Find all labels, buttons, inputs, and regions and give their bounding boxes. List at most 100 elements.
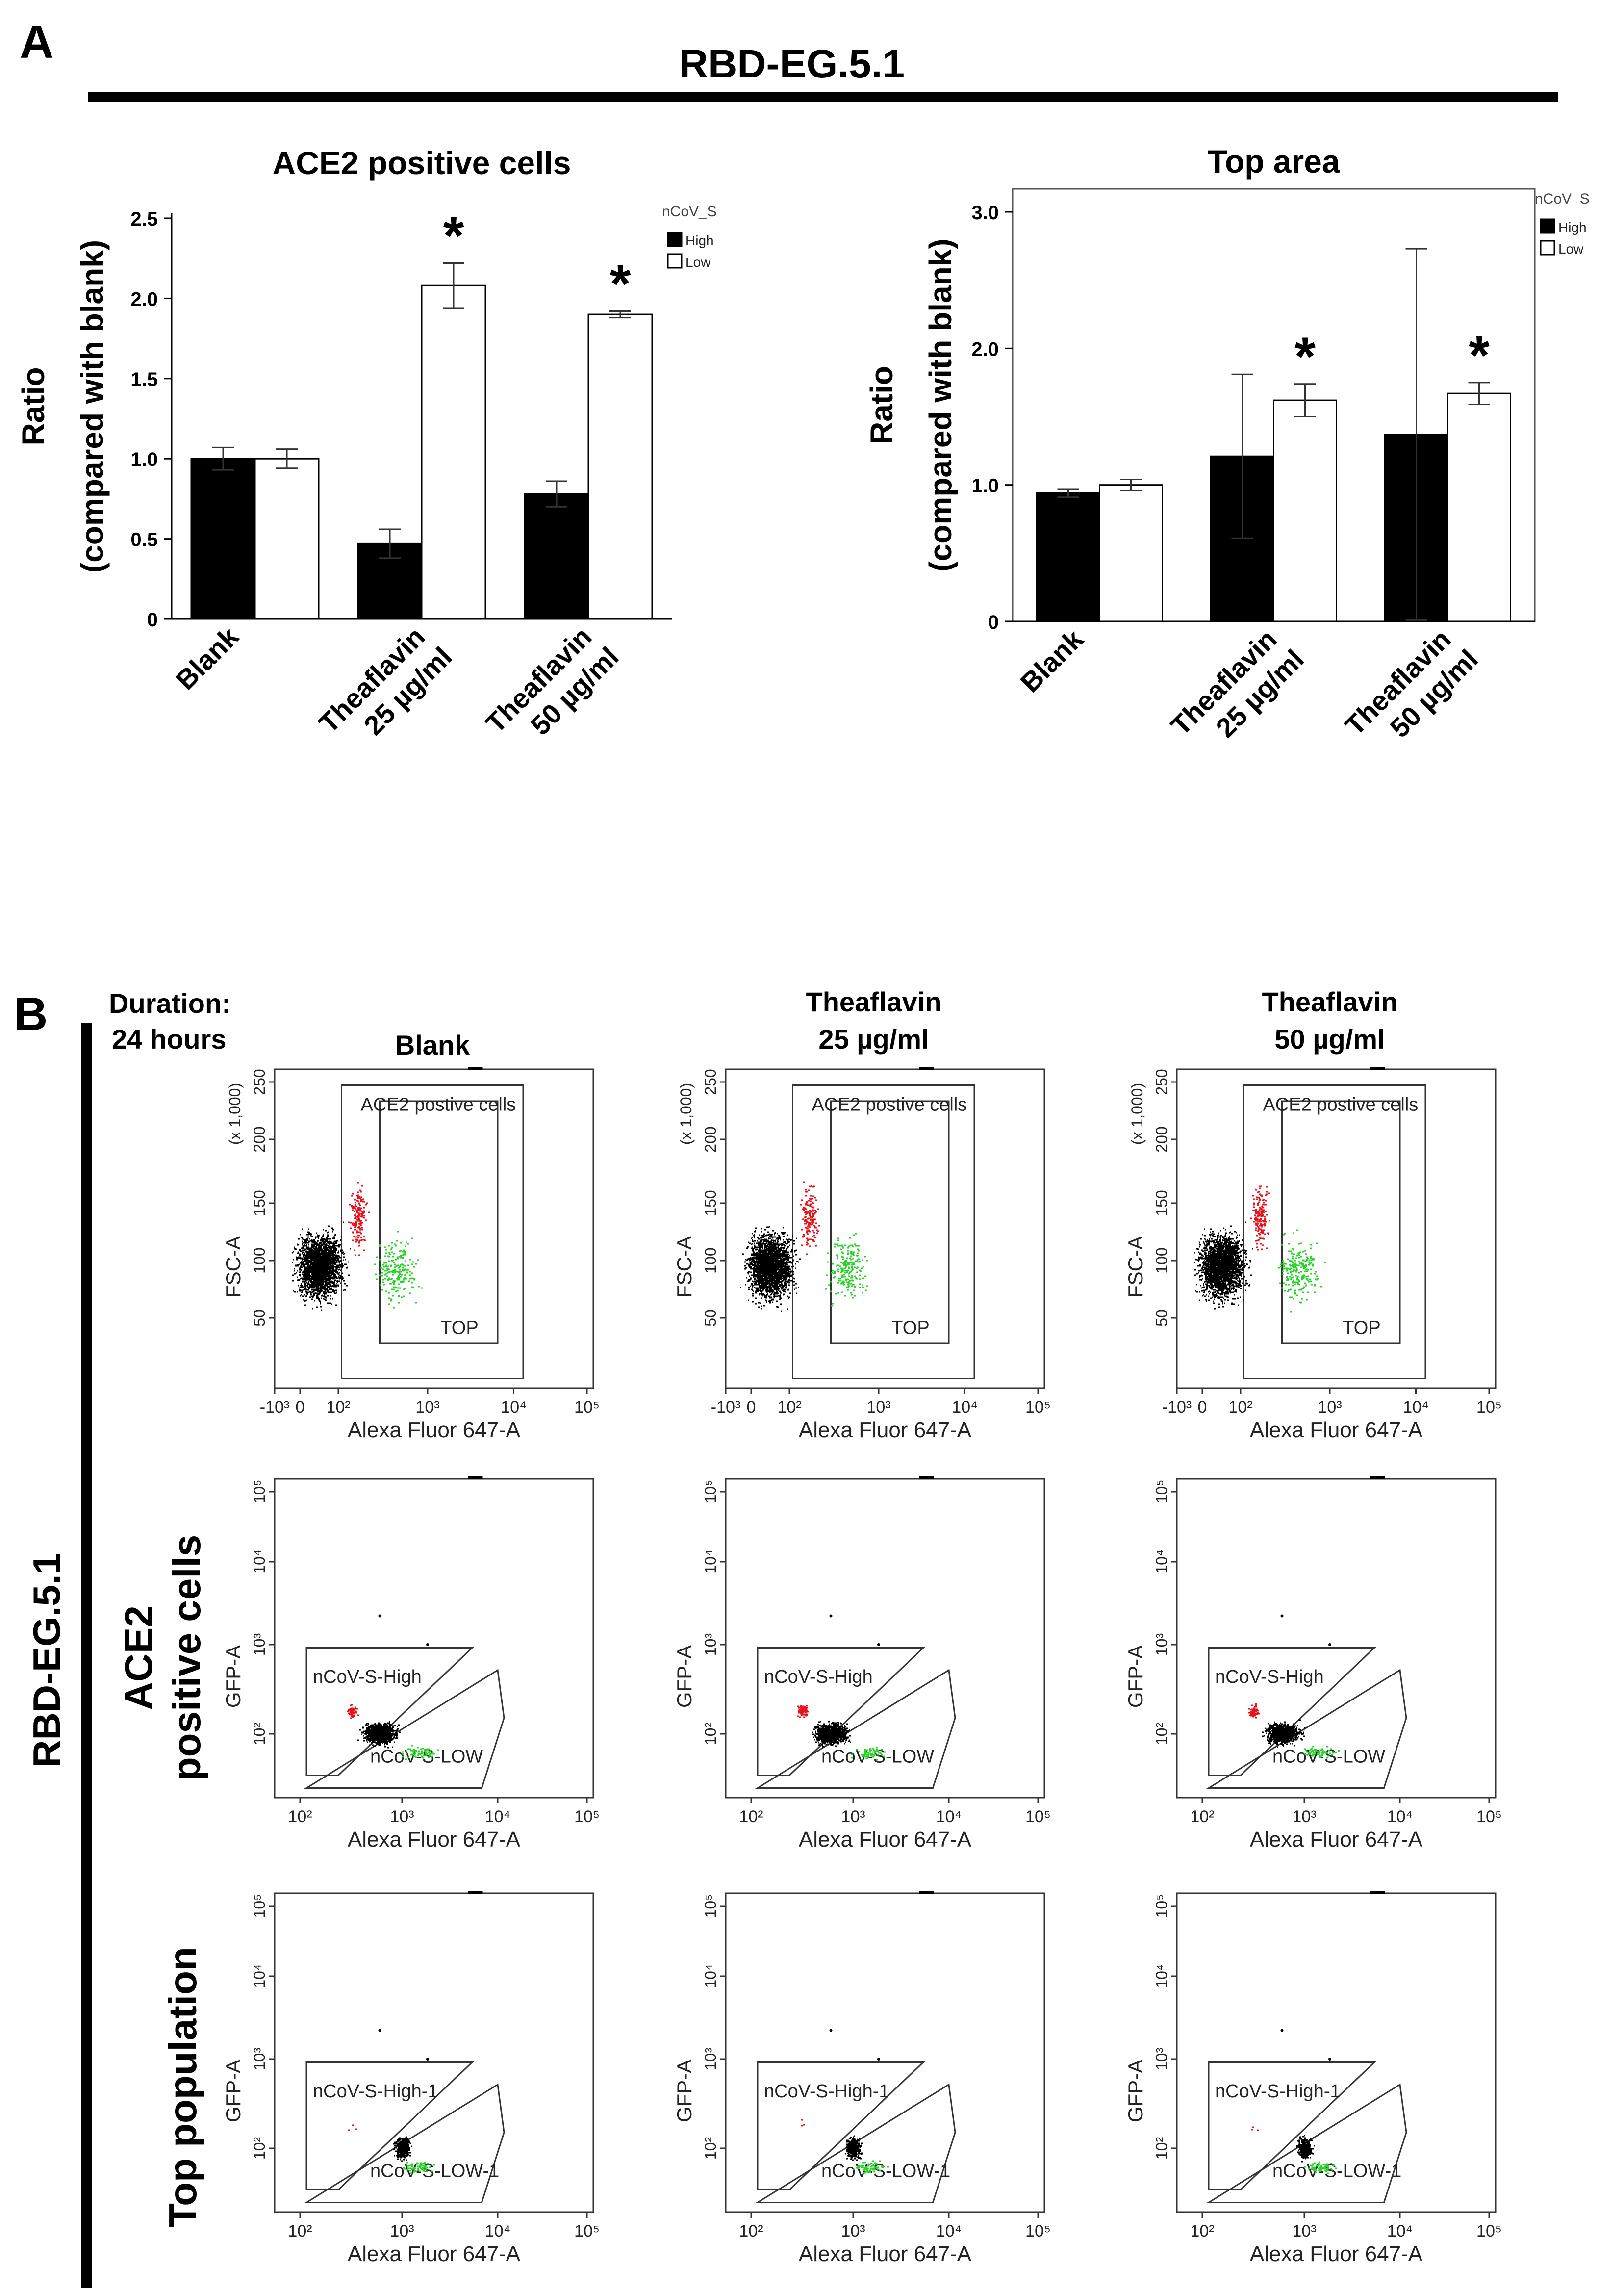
x-tick-label: Blank xyxy=(1015,623,1090,698)
x-tick-label: 10² xyxy=(1228,1398,1252,1417)
gate-low xyxy=(304,1669,505,1789)
y-tick-label: 10³ xyxy=(251,2048,268,2071)
duration-label: Duration: xyxy=(109,988,231,1019)
y-tick-label: 250 xyxy=(702,1069,719,1095)
stray-event xyxy=(426,2058,429,2061)
x-tick-label: 10³ xyxy=(841,2222,865,2241)
plot-frame xyxy=(1176,1478,1497,1799)
y-tick-label: 250 xyxy=(1153,1069,1170,1095)
x-axis-label: Alexa Fluor 647-A xyxy=(348,2242,521,2266)
y-axis-label: GFP-A xyxy=(222,1645,245,1708)
stray-event xyxy=(378,1614,381,1618)
x-tick-label: 10³ xyxy=(1292,1807,1316,1826)
y-tick-label: 10² xyxy=(1153,1723,1170,1746)
row-label-ace2: ACE2 xyxy=(117,1605,160,1710)
y-axis-label-line2: (compared with blank) xyxy=(75,240,110,573)
gate-high xyxy=(1208,2061,1376,2190)
stray-event xyxy=(1280,2029,1284,2032)
events-high xyxy=(1251,2126,1259,2131)
events-low xyxy=(1304,2161,1337,2174)
panel-a-header-rule xyxy=(88,92,1558,102)
events-all xyxy=(292,1221,351,1311)
x-tick-label: 10⁵ xyxy=(574,1807,600,1826)
legend-swatch-low xyxy=(667,253,683,269)
y-axis-label: FSC-A xyxy=(673,1236,696,1298)
x-tick-label: 10² xyxy=(288,2222,312,2241)
y-tick-label: 150 xyxy=(251,1190,268,1216)
plot-frame-marker xyxy=(919,1891,934,1894)
y-tick-label: 100 xyxy=(251,1247,268,1273)
x-tick-label: 10⁴ xyxy=(485,1807,510,1826)
stray-event xyxy=(426,1643,429,1646)
y-tick-label: 50 xyxy=(702,1309,719,1327)
events-low xyxy=(402,1745,439,1760)
y-axis-label-line1: Ratio xyxy=(16,367,51,446)
plot-frame-marker xyxy=(468,1891,483,1894)
y-axis-multiplier: (x 1,000) xyxy=(1128,1083,1146,1145)
gate-label-high: nCoV-S-High-1 xyxy=(313,2081,438,2102)
x-tick-label: 10² xyxy=(326,1398,350,1417)
plot-frame xyxy=(1176,1892,1497,2213)
y-tick-label: 10⁴ xyxy=(251,1549,268,1573)
legend-label-high: High xyxy=(685,233,714,248)
flow-plot-r3-c3: 10² 10³ 10⁴ 10⁵ Alexa Fluor 647-A 10² 10³ 10⁴ 10… xyxy=(1124,1891,1502,2266)
y-axis-label: FSC-A xyxy=(1124,1236,1147,1298)
plot-frame xyxy=(274,1068,594,1389)
x-tick-label: 10⁴ xyxy=(1387,2222,1413,2241)
x-tick-label: 10³ xyxy=(390,1807,414,1826)
y-tick-label: 10² xyxy=(1153,2137,1170,2160)
x-axis-label: Alexa Fluor 647-A xyxy=(348,1828,521,1852)
x-tick-label: 10⁴ xyxy=(1403,1398,1428,1417)
gate-ace2-positive xyxy=(792,1084,975,1379)
y-tick-label: 10⁵ xyxy=(702,1894,719,1918)
gate-low xyxy=(755,2083,956,2203)
y-axis-label-line2: (compared with blank) xyxy=(923,238,958,571)
column-header-tf25-line2: 25 µg/ml xyxy=(818,1024,929,1055)
y-tick-label: 10³ xyxy=(702,2048,719,2071)
events-all xyxy=(740,1226,801,1312)
gate-high xyxy=(305,2061,474,2190)
flow-plot-r2-c3: 10² 10³ 10⁴ 10⁵ Alexa Fluor 647-A 10² 10³ 10⁴ 10… xyxy=(1124,1476,1502,1852)
gate-label-top: TOP xyxy=(1343,1318,1380,1339)
y-tick-label: 3.0 xyxy=(971,202,999,224)
bar-low-2 xyxy=(587,313,653,620)
significance-star: * xyxy=(1294,327,1316,387)
plot-frame xyxy=(725,1068,1045,1389)
y-axis-label: GFP-A xyxy=(222,2060,245,2122)
y-tick-label: 50 xyxy=(251,1309,268,1327)
row-label-positive-cells: positive cells xyxy=(165,1535,208,1781)
y-tick-label: 10² xyxy=(702,1723,719,1746)
x-tick-label: 10² xyxy=(288,1807,312,1826)
stray-event xyxy=(1328,2058,1331,2061)
y-tick-label: 200 xyxy=(251,1126,268,1152)
y-axis-label: GFP-A xyxy=(1124,1645,1147,1708)
events-all xyxy=(812,1721,851,1748)
x-tick-label: -10³ xyxy=(260,1398,289,1417)
y-tick-label: 10⁵ xyxy=(1153,1480,1170,1504)
x-tick-label: 10⁵ xyxy=(1476,2222,1502,2241)
column-header-tf50-line2: 50 µg/ml xyxy=(1274,1024,1385,1055)
y-tick-label: 1.0 xyxy=(130,449,158,470)
y-tick-label: 0 xyxy=(988,612,999,633)
y-tick-label: 10² xyxy=(251,2137,268,2160)
chart-title: ACE2 positive cells xyxy=(273,145,571,181)
y-tick-label: 10⁴ xyxy=(702,1964,719,1988)
gate-label-high: nCoV-S-High xyxy=(764,1667,873,1687)
events-all xyxy=(1296,2135,1315,2163)
gate-low xyxy=(1206,2083,1407,2203)
x-tick-label: 0 xyxy=(1198,1398,1207,1417)
x-tick-label: Theaflavin25 µg/ml xyxy=(1165,620,1310,765)
y-tick-label: 50 xyxy=(1153,1309,1170,1327)
x-tick-label: Blank xyxy=(170,620,245,696)
x-tick-label: 10⁴ xyxy=(501,1398,526,1417)
stray-event xyxy=(829,2029,833,2032)
y-tick-label: 10⁵ xyxy=(251,1894,268,1918)
plot-frame-marker xyxy=(1370,1476,1385,1479)
gate-label-high: nCoV-S-High xyxy=(313,1667,422,1687)
legend-label-high: High xyxy=(1558,220,1587,235)
events-high xyxy=(801,2119,805,2127)
x-axis-label: Alexa Fluor 647-A xyxy=(1250,1828,1423,1852)
x-tick-label: 10² xyxy=(739,2222,763,2241)
events-low xyxy=(403,2162,435,2174)
